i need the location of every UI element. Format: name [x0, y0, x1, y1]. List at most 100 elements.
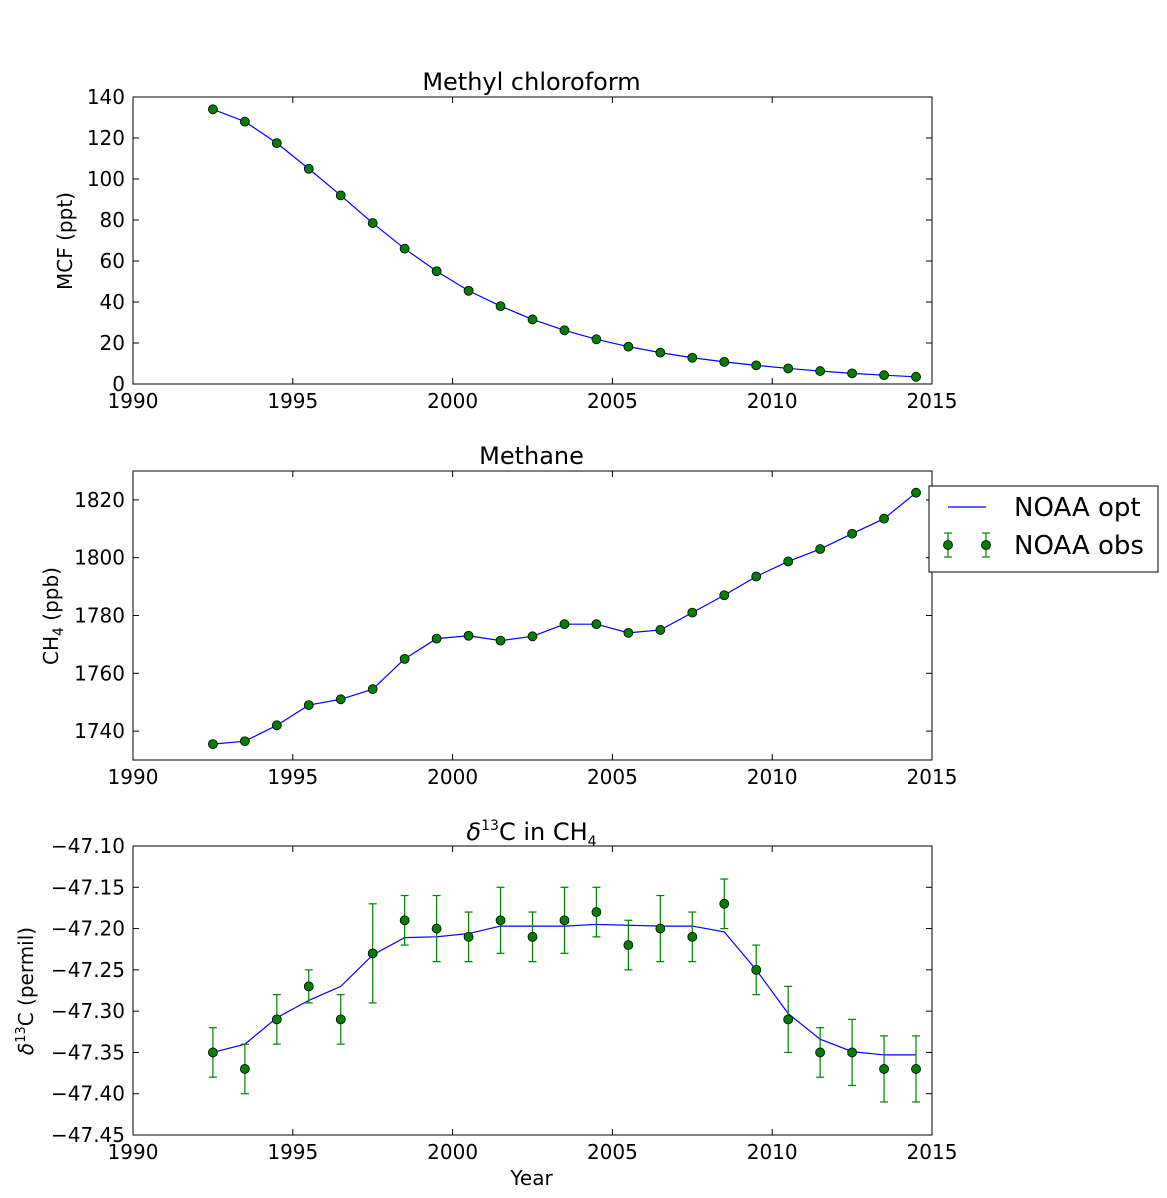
methane-x-tick-label: 1990 [108, 765, 159, 789]
d13c-point-noaa-obs [431, 923, 442, 934]
d13c-title-sub: 4 [588, 834, 597, 850]
mcf-y-axis-label: MCF (ppt) [53, 192, 77, 290]
d13c-point-noaa-obs [655, 923, 666, 934]
methane-point-noaa-obs [623, 627, 634, 638]
d13c-point-noaa-obs [879, 1064, 889, 1074]
d13c-x-tick-label: 2000 [427, 1140, 478, 1164]
d13c-point-noaa-obs [751, 964, 762, 975]
mcf-point-noaa-obs [527, 314, 538, 325]
d13c-y-tick-label: −47.15 [51, 875, 125, 899]
methane-y-tick-label: 1780 [74, 604, 125, 628]
mcf-point-noaa-obs [303, 163, 314, 174]
mcf-y-tick-label: 100 [87, 167, 125, 191]
d13c-x-tick-label: 1990 [108, 1140, 159, 1164]
mcf-point-noaa-obs [847, 368, 857, 379]
methane-y-label-tail: (ppb) [39, 567, 63, 627]
mcf-y-tick-label: 140 [87, 85, 125, 109]
mcf-point-noaa-obs [399, 243, 410, 254]
methane-point-noaa-obs [431, 633, 442, 644]
mcf-x-tick-label: 2000 [427, 389, 478, 413]
d13c-x-tick-label: 2015 [907, 1140, 958, 1164]
x-axis-label: Year [509, 1166, 553, 1190]
methane-point-noaa-obs [495, 635, 506, 646]
d13c-point-noaa-obs [463, 931, 474, 942]
legend-label-opt: NOAA opt [1014, 493, 1141, 523]
legend-marker-1 [943, 540, 953, 550]
d13c-title-sup: 13 [481, 818, 499, 834]
d13c-y-label-tail: C (permil) [14, 927, 38, 1026]
mcf-panel: 1990 1995 2000 2005 2010 2015 0 20 40 60 80 100 120 1… [87, 85, 958, 413]
mcf-title: Methyl chloroform [422, 68, 640, 96]
methane-y-axis-label: CH4 (ppb) [39, 567, 67, 665]
mcf-point-noaa-obs [271, 138, 282, 149]
d13c-point-noaa-obs [783, 1014, 794, 1025]
d13c-y-tick-label: −47.30 [51, 999, 125, 1023]
methane-point-noaa-obs [527, 631, 538, 642]
legend-marker-2 [981, 540, 991, 550]
d13c-point-noaa-obs [207, 1047, 218, 1058]
methane-point-noaa-obs [911, 487, 921, 498]
d13c-point-noaa-obs [271, 1014, 282, 1025]
methane-y-tick-label: 1760 [74, 661, 125, 685]
mcf-y-tick-label: 80 [100, 208, 125, 232]
legend: NOAA opt NOAA obs [928, 485, 1159, 573]
mcf-y-tick-label: 40 [100, 290, 125, 314]
d13c-title-mid: C in CH [499, 818, 588, 846]
mcf-point-noaa-obs [783, 363, 794, 374]
mcf-x-tick-label: 1995 [267, 389, 318, 413]
d13c-y-label-sup: 13 [14, 1026, 29, 1043]
d13c-point-noaa-obs [591, 907, 602, 917]
mcf-y-tick-label: 60 [100, 249, 125, 273]
d13c-y-tick-label: −47.10 [51, 834, 125, 858]
mcf-point-noaa-obs [207, 104, 218, 115]
methane-point-noaa-obs [815, 544, 826, 554]
methane-y-label-sub: 4 [51, 627, 67, 636]
d13c-point-noaa-obs [911, 1064, 921, 1074]
mcf-point-noaa-obs [911, 371, 921, 382]
methane-y-tick-label: 1820 [74, 488, 125, 512]
d13c-point-noaa-obs [815, 1047, 826, 1058]
d13c-point-noaa-obs [303, 981, 314, 992]
methane-x-tick-label: 2000 [427, 765, 478, 789]
methane-point-noaa-obs [335, 694, 346, 705]
d13c-x-tick-label: 2005 [587, 1140, 638, 1164]
d13c-y-label-delta: δ [14, 1043, 38, 1055]
mcf-point-noaa-obs [591, 334, 602, 345]
methane-x-tick-label: 2010 [747, 765, 798, 789]
methane-y-label-main: CH [39, 636, 63, 665]
mcf-y-tick-label: 20 [100, 331, 125, 355]
methane-point-noaa-obs [751, 571, 762, 582]
d13c-point-noaa-obs [687, 931, 698, 942]
mcf-point-noaa-obs [719, 356, 730, 367]
mcf-point-noaa-obs [239, 116, 250, 127]
mcf-point-noaa-obs [463, 285, 474, 296]
mcf-point-noaa-obs [655, 347, 666, 358]
mcf-y-tick-label: 0 [112, 372, 125, 396]
legend-box [928, 485, 1159, 573]
mcf-x-tick-label: 2005 [587, 389, 638, 413]
methane-point-noaa-obs [783, 556, 794, 567]
d13c-point-noaa-obs [719, 898, 730, 909]
mcf-point-noaa-obs [815, 366, 826, 376]
d13c-y-tick-label: −47.35 [51, 1040, 125, 1064]
d13c-y-tick-label: −47.25 [51, 958, 125, 982]
methane-point-noaa-obs [271, 720, 282, 731]
mcf-point-noaa-obs [335, 190, 346, 201]
d13c-y-tick-label: −47.20 [51, 917, 125, 941]
mcf-point-noaa-obs [751, 360, 762, 371]
mcf-x-tick-label: 2015 [907, 389, 958, 413]
mcf-x-tick-label: 2010 [747, 389, 798, 413]
methane-point-noaa-obs [399, 653, 410, 664]
d13c-point-noaa-obs [335, 1014, 346, 1025]
methane-y-tick-label: 1800 [74, 546, 125, 570]
methane-x-tick-label: 2005 [587, 765, 638, 789]
mcf-point-noaa-obs [879, 370, 889, 381]
methane-x-tick-label: 2015 [907, 765, 958, 789]
mcf-point-noaa-obs [431, 266, 442, 277]
mcf-point-noaa-obs [687, 352, 698, 363]
methane-point-noaa-obs [559, 619, 570, 630]
d13c-y-axis-label: δ13C (permil) [14, 927, 38, 1055]
d13c-point-noaa-obs [399, 915, 410, 926]
